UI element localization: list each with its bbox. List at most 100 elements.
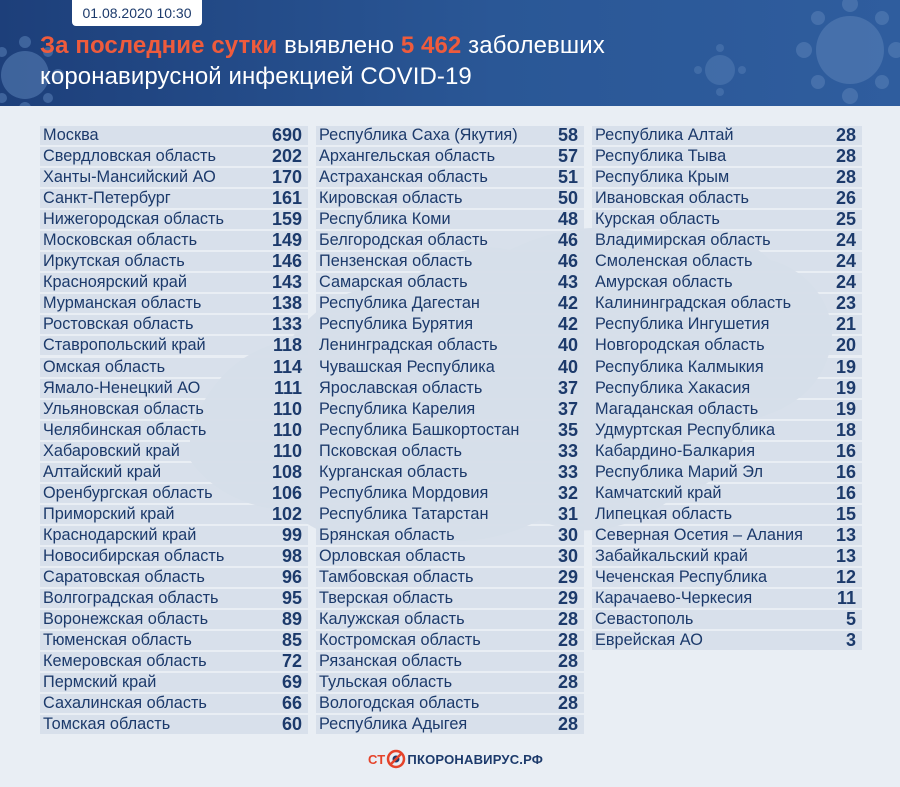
region-case-count: 5 bbox=[845, 609, 856, 630]
region-row: Удмуртская Республика 18 bbox=[592, 420, 862, 440]
region-name: Тверская область bbox=[319, 589, 454, 608]
region-case-count: 159 bbox=[271, 209, 302, 230]
region-name: Рязанская область bbox=[319, 652, 462, 671]
region-case-count: 40 bbox=[557, 335, 578, 356]
region-case-count: 98 bbox=[281, 545, 302, 566]
region-row: Тверская область 29 bbox=[316, 588, 584, 609]
region-case-count: 89 bbox=[281, 609, 302, 630]
region-row: Магаданская область 19 bbox=[592, 399, 862, 419]
region-name: Самарская область bbox=[319, 273, 468, 292]
region-case-count: 13 bbox=[835, 545, 856, 566]
region-row: Алтайский край 108 bbox=[40, 461, 308, 482]
region-case-count: 146 bbox=[271, 251, 302, 272]
region-row: Псковская область 33 bbox=[316, 440, 584, 461]
region-name: Новгородская область bbox=[595, 336, 765, 355]
region-row: Московская область 149 bbox=[40, 230, 308, 251]
headline-accent-period: За последние сутки bbox=[40, 32, 278, 59]
region-name: Республика Коми bbox=[319, 210, 451, 229]
region-case-count: 110 bbox=[272, 398, 302, 419]
region-row: Челябинская область 110 bbox=[40, 420, 308, 440]
region-case-count: 133 bbox=[271, 314, 302, 335]
region-row: Забайкальский край 13 bbox=[592, 545, 862, 566]
region-row: Ханты-Мансийский АО 170 bbox=[40, 167, 308, 188]
region-row: Еврейская АО 3 bbox=[592, 630, 862, 651]
region-row: Пермский край 69 bbox=[40, 672, 308, 693]
region-row: Республика Тыва 28 bbox=[592, 146, 862, 167]
region-name: Республика Татарстан bbox=[319, 504, 489, 523]
logo-text-part-2: ПКОРОНАВИРУС.РФ bbox=[407, 751, 544, 767]
region-case-count: 12 bbox=[835, 566, 856, 587]
region-row: Рязанская область 28 bbox=[316, 651, 584, 672]
region-case-count: 16 bbox=[835, 482, 856, 503]
region-name: Нижегородская область bbox=[43, 210, 224, 229]
region-case-count: 51 bbox=[557, 167, 578, 188]
region-name: Республика Марий Эл bbox=[595, 462, 763, 481]
region-name: Санкт-Петербург bbox=[43, 189, 171, 208]
region-row: Республика Ингушетия 21 bbox=[592, 314, 862, 335]
region-case-count: 43 bbox=[557, 272, 578, 293]
region-row: Нижегородская область 159 bbox=[40, 209, 308, 230]
region-row: Республика Дагестан 42 bbox=[316, 293, 584, 314]
region-row: Белгородская область 46 bbox=[316, 230, 584, 251]
region-case-count: 33 bbox=[557, 440, 578, 461]
region-name: Хабаровский край bbox=[43, 441, 180, 460]
region-case-count: 19 bbox=[835, 356, 856, 377]
region-case-count: 23 bbox=[835, 293, 856, 314]
region-case-count: 28 bbox=[557, 672, 578, 693]
region-row: Ленинградская область 40 bbox=[316, 335, 584, 356]
region-case-count: 28 bbox=[835, 146, 856, 167]
region-row: Приморский край 102 bbox=[40, 504, 308, 524]
region-name: Ростовская область bbox=[43, 315, 194, 334]
region-row: Новосибирская область 98 bbox=[40, 545, 308, 566]
region-row: Севастополь 5 bbox=[592, 609, 862, 630]
region-row: Республика Марий Эл 16 bbox=[592, 461, 862, 482]
region-row: Вологодская область 28 bbox=[316, 693, 584, 714]
region-name: Республика Бурятия bbox=[319, 315, 474, 334]
region-name: Брянская область bbox=[319, 525, 455, 544]
region-name: Республика Дагестан bbox=[319, 294, 480, 313]
region-name: Удмуртская Республика bbox=[595, 420, 776, 439]
region-name: Ивановская область bbox=[595, 189, 750, 208]
region-name: Кемеровская область bbox=[43, 652, 207, 671]
region-case-count: 161 bbox=[271, 188, 302, 209]
region-name: Тюменская область bbox=[43, 631, 192, 650]
date-badge: 01.08.2020 10:30 bbox=[72, 0, 202, 26]
region-row: Саратовская область 96 bbox=[40, 567, 308, 587]
region-name: Калининградская область bbox=[595, 294, 792, 313]
region-case-count: 16 bbox=[835, 461, 856, 482]
region-case-count: 25 bbox=[835, 209, 856, 230]
region-case-count: 24 bbox=[835, 230, 856, 251]
region-row: Республика Бурятия 42 bbox=[316, 314, 584, 335]
region-row: Кировская область 50 bbox=[316, 188, 584, 209]
region-name: Пензенская область bbox=[319, 252, 473, 271]
region-row: Курганская область 33 bbox=[316, 462, 584, 482]
region-case-count: 66 bbox=[281, 693, 302, 714]
region-row: Северная Осетия – Алания 13 bbox=[592, 525, 862, 545]
region-name: Астраханская область bbox=[319, 168, 488, 187]
region-name: Оренбургская область bbox=[43, 483, 213, 502]
region-row: Краснодарский край 99 bbox=[40, 524, 308, 545]
region-name: Курская область bbox=[595, 210, 720, 229]
region-name: Чувашская Республика bbox=[319, 357, 495, 376]
region-name: Иркутская область bbox=[43, 252, 185, 271]
region-row: Владимирская область 24 bbox=[592, 230, 862, 251]
region-name: Ульяновская область bbox=[43, 399, 204, 418]
region-name: Свердловская область bbox=[43, 147, 216, 166]
region-row: Республика Коми 48 bbox=[316, 209, 584, 230]
region-case-count: 60 bbox=[281, 714, 302, 735]
region-case-count: 40 bbox=[557, 356, 578, 377]
region-name: Владимирская область bbox=[595, 231, 771, 250]
region-name: Республика Карелия bbox=[319, 399, 476, 418]
region-row: Оренбургская область 106 bbox=[40, 483, 308, 503]
region-name: Смоленская область bbox=[595, 252, 753, 271]
header-banner: 01.08.2020 10:30 За последние сутки выяв… bbox=[0, 0, 900, 106]
region-case-count: 108 bbox=[271, 461, 302, 482]
region-row: Брянская область 30 bbox=[316, 525, 584, 545]
region-case-count: 11 bbox=[836, 588, 856, 609]
region-case-count: 85 bbox=[281, 630, 302, 651]
headline-middle: выявлено bbox=[277, 32, 401, 59]
region-case-count: 99 bbox=[281, 524, 302, 545]
region-name: Забайкальский край bbox=[595, 546, 748, 565]
region-case-count: 21 bbox=[835, 314, 856, 335]
region-name: Курганская область bbox=[319, 462, 468, 481]
